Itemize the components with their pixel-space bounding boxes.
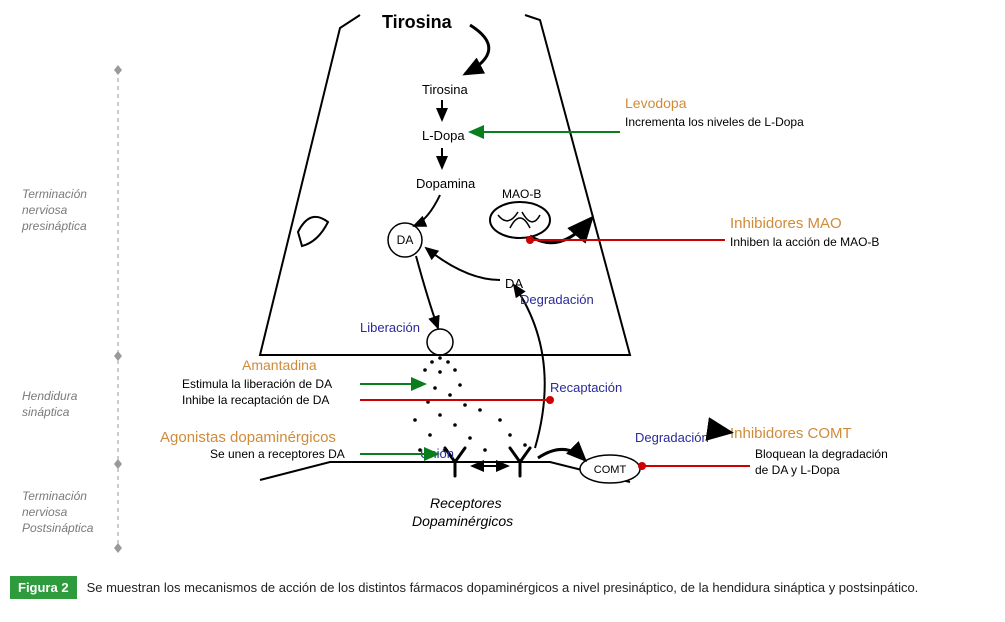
neurotransmitter-dot bbox=[438, 370, 442, 374]
drug-desc-comt_inh: de DA y L-Dopa bbox=[755, 463, 840, 477]
divider-diamond bbox=[114, 459, 122, 469]
figure-caption-row: Figura 2 Se muestran los mecanismos de a… bbox=[10, 576, 995, 599]
neurotransmitter-dot bbox=[523, 443, 527, 447]
neurotransmitter-dot bbox=[433, 386, 437, 390]
pathway-label: Tirosina bbox=[422, 82, 469, 97]
divider-diamond bbox=[114, 351, 122, 361]
drug-title-comt_inh: Inhibidores COMT bbox=[730, 425, 852, 442]
drug-desc-levodopa: Incrementa los niveles de L-Dopa bbox=[625, 115, 804, 129]
inhibition-dot bbox=[638, 462, 646, 470]
neurotransmitter-dot bbox=[468, 436, 472, 440]
neurotransmitter-dot bbox=[446, 360, 450, 364]
process-label: Degradación bbox=[520, 292, 594, 307]
neurotransmitter-dot bbox=[438, 413, 442, 417]
pathway-arrow bbox=[514, 285, 545, 448]
region-label: sináptica bbox=[22, 405, 70, 419]
neurotransmitter-dot bbox=[483, 448, 487, 452]
drug-desc-comt_inh: Bloquean la degradación bbox=[755, 447, 888, 461]
neurotransmitter-dot bbox=[498, 418, 502, 422]
pathway-label: Receptores bbox=[430, 495, 502, 511]
comt-label: COMT bbox=[594, 464, 627, 476]
mao-b-label: MAO-B bbox=[502, 187, 541, 201]
region-label: Terminación bbox=[22, 489, 87, 503]
neurotransmitter-dot bbox=[463, 403, 467, 407]
neurotransmitter-dot bbox=[430, 360, 434, 364]
inhibition-dot bbox=[546, 396, 554, 404]
pathway-arrow bbox=[426, 248, 500, 280]
neurotransmitter-dot bbox=[413, 418, 417, 422]
drug-title-agonistas: Agonistas dopaminérgicos bbox=[160, 429, 336, 446]
pathway-label: L-Dopa bbox=[422, 128, 465, 143]
region-label: Postsináptica bbox=[22, 521, 94, 535]
membrane-protrusion bbox=[298, 217, 328, 246]
inhibition-dot bbox=[526, 236, 534, 244]
region-label: Terminación bbox=[22, 187, 87, 201]
neurotransmitter-dot bbox=[428, 433, 432, 437]
neurotransmitter-dot bbox=[478, 408, 482, 412]
diagram-svg: Terminación nerviosa presináptica Hendidura… bbox=[10, 10, 995, 570]
pathway-label: Dopamina bbox=[416, 176, 476, 191]
process-label: Liberación bbox=[360, 320, 420, 335]
neurotransmitter-dot bbox=[423, 368, 427, 372]
neurotransmitter-dot bbox=[458, 383, 462, 387]
drug-desc-agonistas: Se unen a receptores DA bbox=[210, 447, 345, 461]
pathway-label: Dopaminérgicos bbox=[412, 513, 513, 529]
pathway-label: DA bbox=[505, 276, 523, 291]
divider-diamond bbox=[114, 65, 122, 75]
pathway-arrow bbox=[538, 449, 585, 460]
comt-pre-arrow bbox=[714, 430, 728, 432]
drug-title-levodopa: Levodopa bbox=[625, 95, 687, 111]
postsynaptic-outline bbox=[260, 462, 630, 482]
pathway-arrow bbox=[416, 256, 438, 328]
da-label: DA bbox=[397, 233, 414, 247]
drug-desc-mao: Inhiben la acción de MAO-B bbox=[730, 235, 879, 249]
figure-badge: Figura 2 bbox=[10, 576, 77, 599]
process-label: Degradación bbox=[635, 430, 709, 445]
divider-diamond bbox=[114, 543, 122, 553]
diagram-canvas: Terminación nerviosa presináptica Hendidura… bbox=[10, 10, 995, 570]
region-label: Hendidura bbox=[22, 389, 78, 403]
mitochondrion bbox=[490, 202, 550, 238]
neurotransmitter-dot bbox=[448, 393, 452, 397]
pathway-label: Tirosina bbox=[382, 12, 453, 32]
drug-title-mao: Inhibidores MAO bbox=[730, 215, 842, 232]
pathway-arrow bbox=[414, 195, 440, 226]
neurotransmitter-dot bbox=[453, 368, 457, 372]
figure-caption-text: Se muestran los mecanismos de acción de … bbox=[87, 576, 995, 597]
neurotransmitter-dot bbox=[453, 423, 457, 427]
drug-desc-amantadina: Inhibe la recaptación de DA bbox=[182, 393, 329, 407]
region-label: presináptica bbox=[21, 219, 87, 233]
pathway-arrow bbox=[465, 25, 489, 74]
region-label: nerviosa bbox=[22, 203, 68, 217]
process-label: Recaptación bbox=[550, 380, 622, 395]
synaptic-vesicle bbox=[427, 329, 453, 355]
drug-title-amantadina: Amantadina bbox=[242, 357, 317, 373]
neurotransmitter-dot bbox=[438, 356, 442, 360]
region-label: nerviosa bbox=[22, 505, 68, 519]
neurotransmitter-dot bbox=[508, 433, 512, 437]
drug-desc-amantadina: Estimula la liberación de DA bbox=[182, 377, 332, 391]
